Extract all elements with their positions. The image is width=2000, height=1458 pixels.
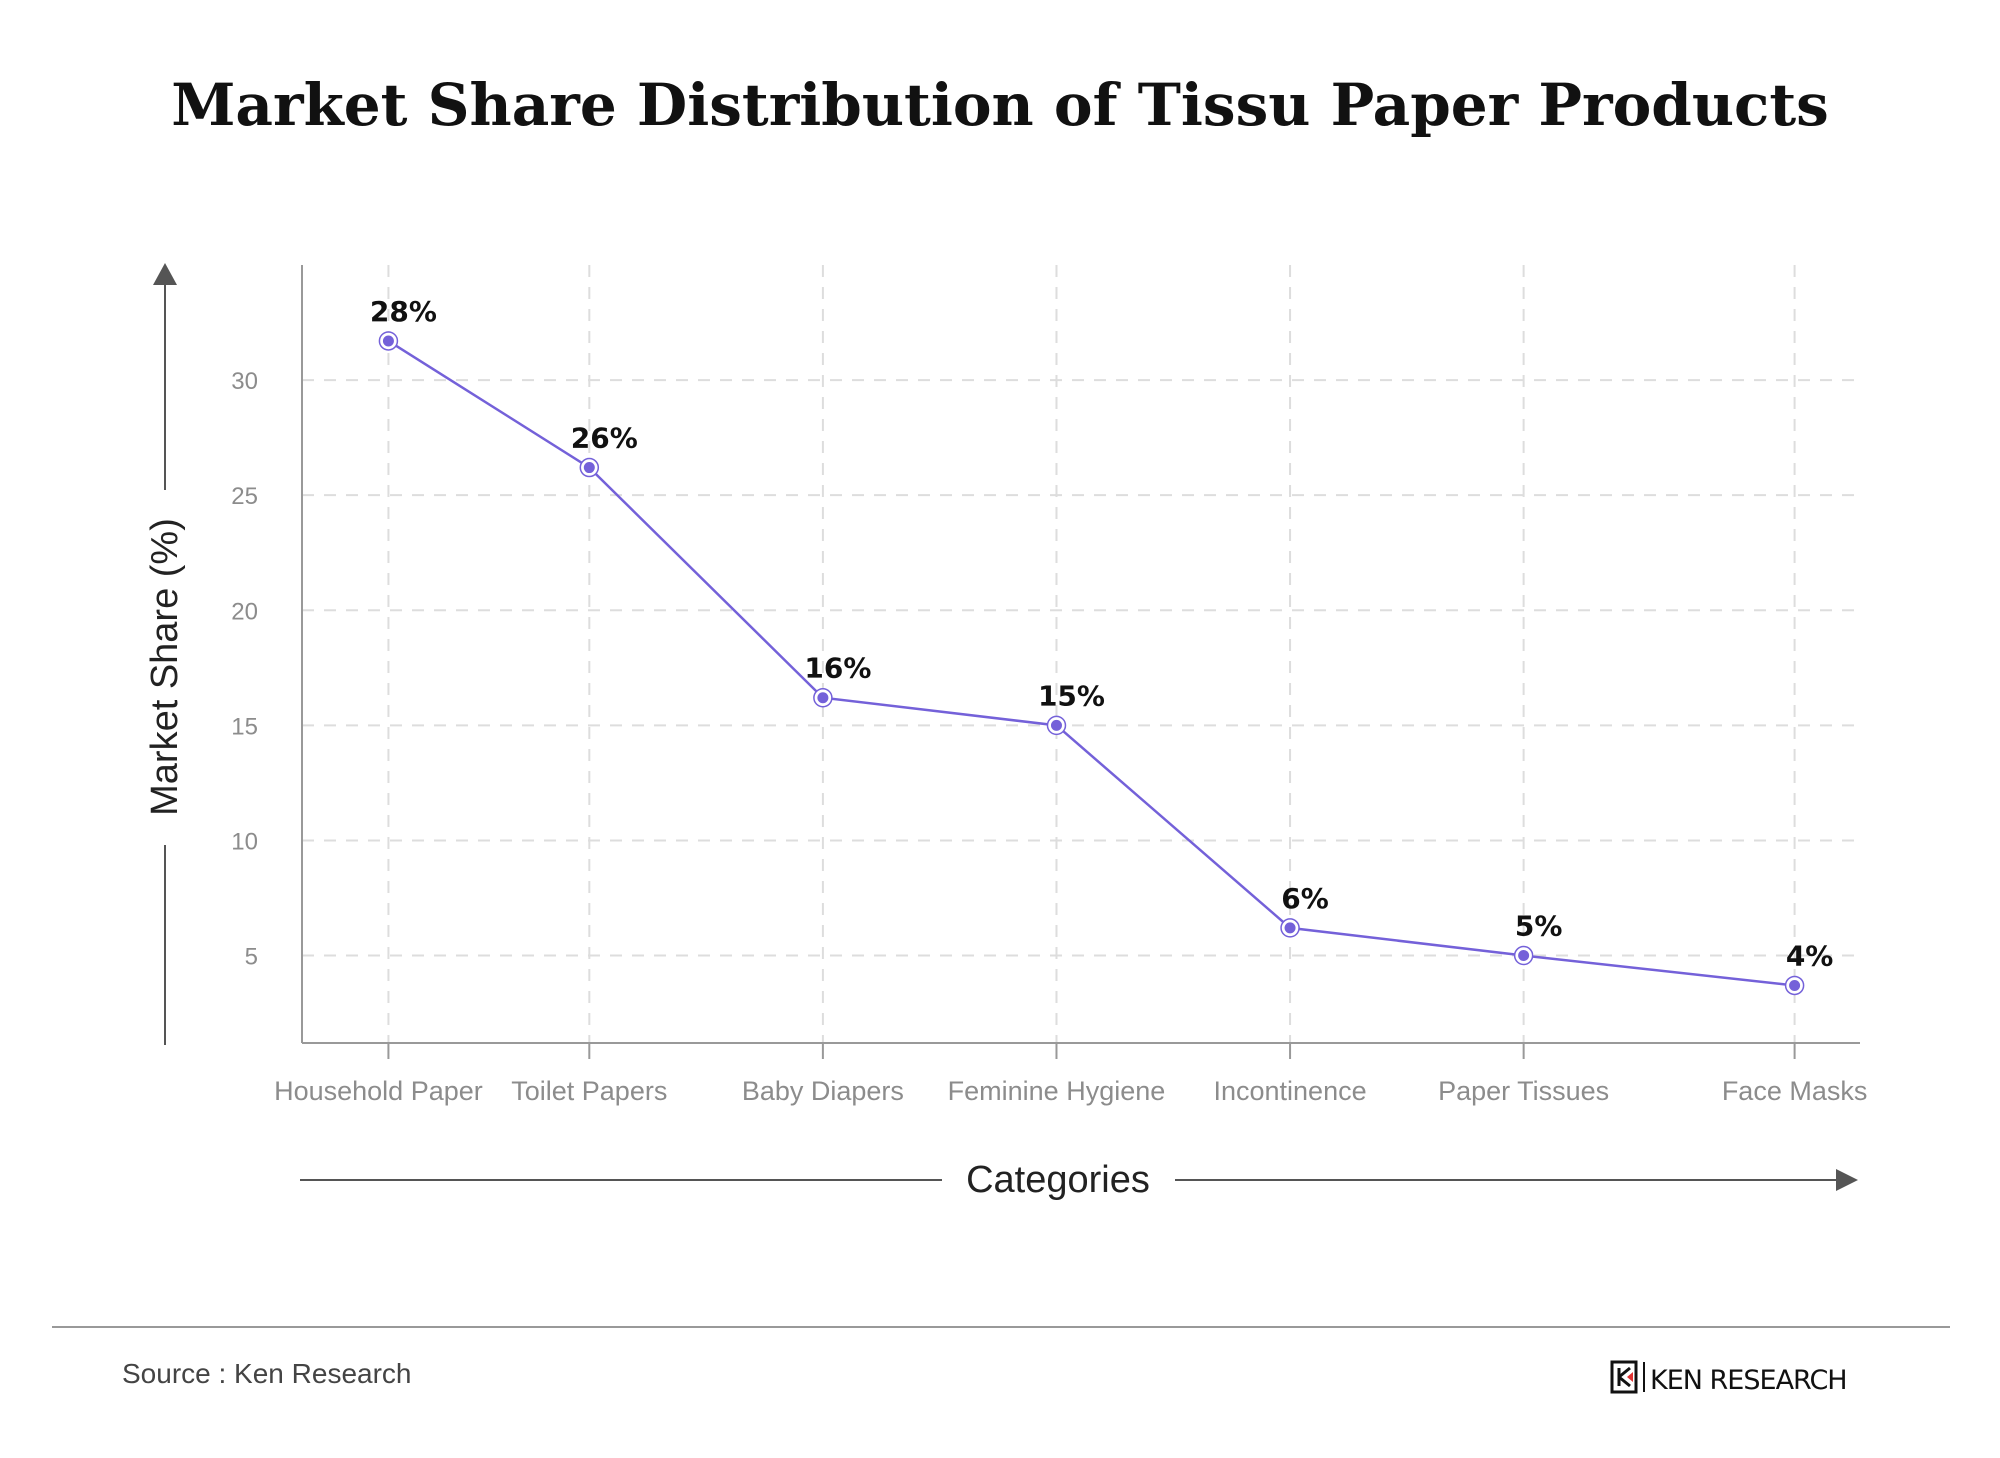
y-tick-label: 10 xyxy=(231,828,258,855)
x-tick-label: Face Masks xyxy=(1722,1076,1868,1106)
brand-name: KEN RESEARCH xyxy=(1650,1365,1847,1396)
y-axis-title-group: Market Share (%) xyxy=(144,263,186,1045)
chart-title: Market Share Distribution of Tissu Paper… xyxy=(171,71,1829,139)
ken-research-logo-icon xyxy=(1610,1360,1638,1394)
x-axis-ticks: Household Paper Toilet Papers Baby Diapers… xyxy=(274,1043,1867,1106)
x-tick-label: Household Paper xyxy=(274,1076,483,1106)
x-axis-title: Categories xyxy=(966,1159,1150,1201)
data-label: 16% xyxy=(804,652,871,685)
y-tick-label: 20 xyxy=(231,598,258,625)
data-point xyxy=(1284,922,1296,934)
y-axis-title: Market Share (%) xyxy=(144,518,186,816)
data-point xyxy=(382,335,394,347)
data-labels: 28% 26% 16% 15% 6% 5% 4% xyxy=(370,295,1833,972)
y-axis-ticks: 5 10 15 20 25 30 xyxy=(231,368,258,970)
y-tick-label: 30 xyxy=(231,368,258,395)
x-axis-title-group: Categories xyxy=(300,1159,1858,1201)
data-label: 26% xyxy=(571,422,638,455)
data-point xyxy=(1789,979,1801,991)
x-tick-label: Paper Tissues xyxy=(1438,1076,1609,1106)
y-axis-arrowhead-icon xyxy=(153,263,177,285)
grid-lines xyxy=(302,265,1860,1043)
line-series xyxy=(378,331,1805,996)
y-tick-label: 5 xyxy=(245,944,258,971)
x-axis-arrowhead-icon xyxy=(1836,1169,1858,1191)
data-point xyxy=(583,462,595,474)
data-point xyxy=(1050,719,1062,731)
data-label: 4% xyxy=(1786,939,1834,972)
source-note: Source : Ken Research xyxy=(122,1358,412,1389)
x-tick-label: Incontinence xyxy=(1213,1076,1366,1106)
x-tick-label: Feminine Hygiene xyxy=(948,1076,1166,1106)
data-label: 15% xyxy=(1038,679,1105,712)
x-tick-label: Baby Diapers xyxy=(742,1076,904,1106)
axes xyxy=(301,265,1860,1044)
y-tick-label: 15 xyxy=(231,713,258,740)
x-tick-label: Toilet Papers xyxy=(511,1076,667,1106)
data-label: 6% xyxy=(1281,882,1329,915)
data-label: 28% xyxy=(370,295,437,328)
y-tick-label: 25 xyxy=(231,483,258,510)
data-point xyxy=(817,692,829,704)
data-point xyxy=(1518,950,1530,962)
data-label: 5% xyxy=(1515,910,1563,943)
brand-logo: KEN RESEARCH xyxy=(1610,1360,1848,1396)
